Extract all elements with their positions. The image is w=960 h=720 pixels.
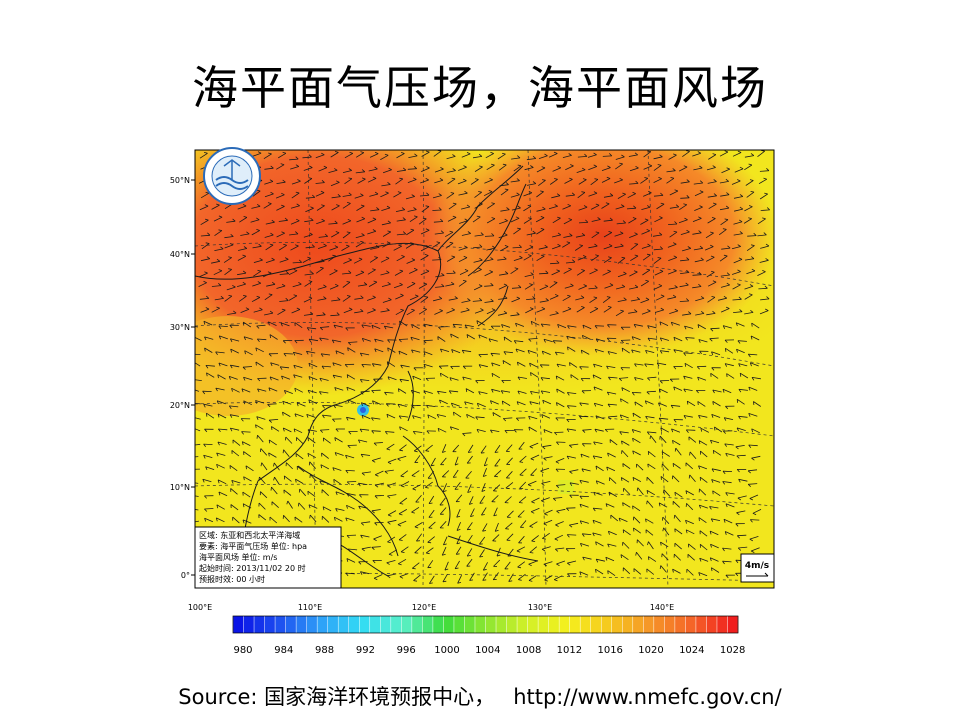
lat-label: 20°N bbox=[170, 401, 190, 410]
colorbar-cell bbox=[674, 616, 686, 633]
colorbar-cell bbox=[369, 616, 381, 633]
colorbar-tick-label: 1008 bbox=[516, 645, 541, 656]
lat-label: 50°N bbox=[170, 176, 190, 185]
colorbar-cell bbox=[664, 616, 676, 633]
lat-label: 40°N bbox=[170, 250, 190, 259]
slide-title: 海平面气压场，海平面风场 bbox=[192, 61, 768, 115]
colorbar-cell bbox=[685, 616, 697, 633]
colorbar-cell bbox=[306, 616, 318, 633]
colorbar-cell bbox=[569, 616, 581, 633]
info-start-time: 起始时间: 2013/11/02 20 时 bbox=[199, 563, 306, 573]
colorbar-cell bbox=[233, 616, 244, 633]
source-caption: Source: 国家海洋环境预报中心， http://www.nmefc.gov.… bbox=[0, 681, 960, 711]
colorbar-cell bbox=[275, 616, 287, 633]
colorbar-cell bbox=[590, 616, 602, 633]
colorbar-cell bbox=[496, 616, 507, 633]
colorbar-tick-label: 1000 bbox=[434, 645, 459, 656]
colorbar-cell bbox=[622, 616, 634, 633]
colorbar-tick-label: 1004 bbox=[475, 645, 500, 656]
lon-label: 120°E bbox=[412, 603, 436, 612]
colorbar-cell bbox=[653, 616, 665, 633]
info-region: 区域: 东亚和西北太平洋海域 bbox=[199, 530, 300, 540]
colorbar-cell bbox=[538, 616, 550, 633]
colorbar-cell bbox=[443, 616, 455, 633]
colorbar-cell bbox=[338, 616, 350, 633]
colorbar-cell bbox=[285, 616, 297, 633]
colorbar-cell bbox=[632, 616, 644, 633]
colorbar-cell bbox=[422, 616, 434, 633]
colorbar-tick-label: 1024 bbox=[679, 645, 704, 656]
map-info-box: 区域: 东亚和西北太平洋海域 要素: 海平面气压场 单位: hpa 海平面风场 … bbox=[194, 526, 342, 589]
colorbar-cell bbox=[380, 616, 392, 633]
colorbar-tick-label: 996 bbox=[397, 645, 416, 656]
colorbar-cell bbox=[401, 616, 413, 633]
colorbar-cell bbox=[716, 616, 728, 633]
coastlines bbox=[195, 165, 539, 577]
colorbar-cell bbox=[580, 616, 592, 633]
colorbar-cell bbox=[264, 616, 276, 633]
pressure-colorbar: 980 984 988 992 996 1000 1004 1008 1012 1016 1020 1… bbox=[232, 615, 745, 656]
colorbar-tick-label: 988 bbox=[315, 645, 334, 656]
colorbar-tick-label: 1020 bbox=[638, 645, 663, 656]
colorbar-cell bbox=[464, 616, 476, 633]
colorbar-cell bbox=[348, 616, 360, 633]
colorbar-cell bbox=[527, 616, 539, 633]
lon-label: 100°E bbox=[188, 603, 212, 612]
colorbar-cell bbox=[317, 616, 329, 633]
wind-scale-label: 4m/s bbox=[745, 561, 769, 571]
colorbar-tick-label: 1028 bbox=[720, 645, 745, 656]
colorbar-cell bbox=[390, 616, 402, 633]
lon-label: 130°E bbox=[528, 603, 552, 612]
colorbar-cell bbox=[453, 616, 465, 633]
colorbar-tick-label: 992 bbox=[356, 645, 375, 656]
info-lead-time: 预报时效: 00 小时 bbox=[199, 574, 265, 584]
colorbar-cell bbox=[359, 616, 371, 633]
colorbar-cell bbox=[327, 616, 339, 633]
longitude-axis: 100°E 110°E 120°E 130°E 140°E bbox=[188, 603, 674, 612]
colorbar-tick-label: 1016 bbox=[597, 645, 622, 656]
colorbar-cell bbox=[548, 616, 560, 633]
colorbar-cell bbox=[432, 616, 444, 633]
colorbar-cell bbox=[517, 616, 528, 633]
colorbar-cell bbox=[411, 616, 423, 633]
lat-label: 30°N bbox=[170, 323, 190, 332]
source-text: Source: 国家海洋环境预报中心， bbox=[178, 685, 496, 709]
colorbar-tick-label: 1012 bbox=[557, 645, 582, 656]
colorbar-cell bbox=[643, 616, 655, 633]
colorbar-cell bbox=[706, 616, 718, 633]
info-element: 要素: 海平面气压场 单位: hpa bbox=[199, 541, 307, 551]
info-wind: 海平面风场 单位: m/s bbox=[199, 552, 277, 562]
wind-vectors bbox=[195, 150, 770, 584]
colorbar-cell bbox=[296, 616, 308, 633]
wind-scale-legend: 4m/s bbox=[740, 553, 775, 583]
pressure-field bbox=[195, 150, 774, 588]
nmefc-logo bbox=[203, 147, 261, 205]
source-url[interactable]: http://www.nmefc.gov.cn/ bbox=[513, 685, 782, 709]
colorbar-tick-label: 980 bbox=[233, 645, 252, 656]
latitude-axis: 50°N 40°N 30°N 20°N 10°N 0° bbox=[170, 176, 195, 580]
plot-border bbox=[194, 149, 775, 589]
lon-label: 110°E bbox=[298, 603, 322, 612]
colorbar-tick-label: 984 bbox=[274, 645, 293, 656]
colorbar-cell bbox=[254, 616, 265, 633]
colorbar-cell bbox=[506, 616, 518, 633]
colorbar-cell bbox=[611, 616, 623, 633]
colorbar-cell bbox=[243, 616, 255, 633]
lat-label: 0° bbox=[181, 571, 190, 580]
lon-label: 140°E bbox=[650, 603, 674, 612]
colorbar-cell bbox=[695, 616, 707, 633]
colorbar-cell bbox=[559, 616, 571, 633]
colorbar-cell bbox=[485, 616, 497, 633]
forecast-map-graphic: 50°N 40°N 30°N 20°N 10°N 0° 100°E 110°E … bbox=[170, 147, 775, 656]
colorbar-cell bbox=[601, 616, 613, 633]
lat-label: 10°N bbox=[170, 483, 190, 492]
forecast-map: 50°N 40°N 30°N 20°N 10°N 0° 100°E 110°E … bbox=[148, 136, 802, 664]
colorbar-cell bbox=[727, 616, 739, 633]
colorbar-cell bbox=[474, 616, 486, 633]
